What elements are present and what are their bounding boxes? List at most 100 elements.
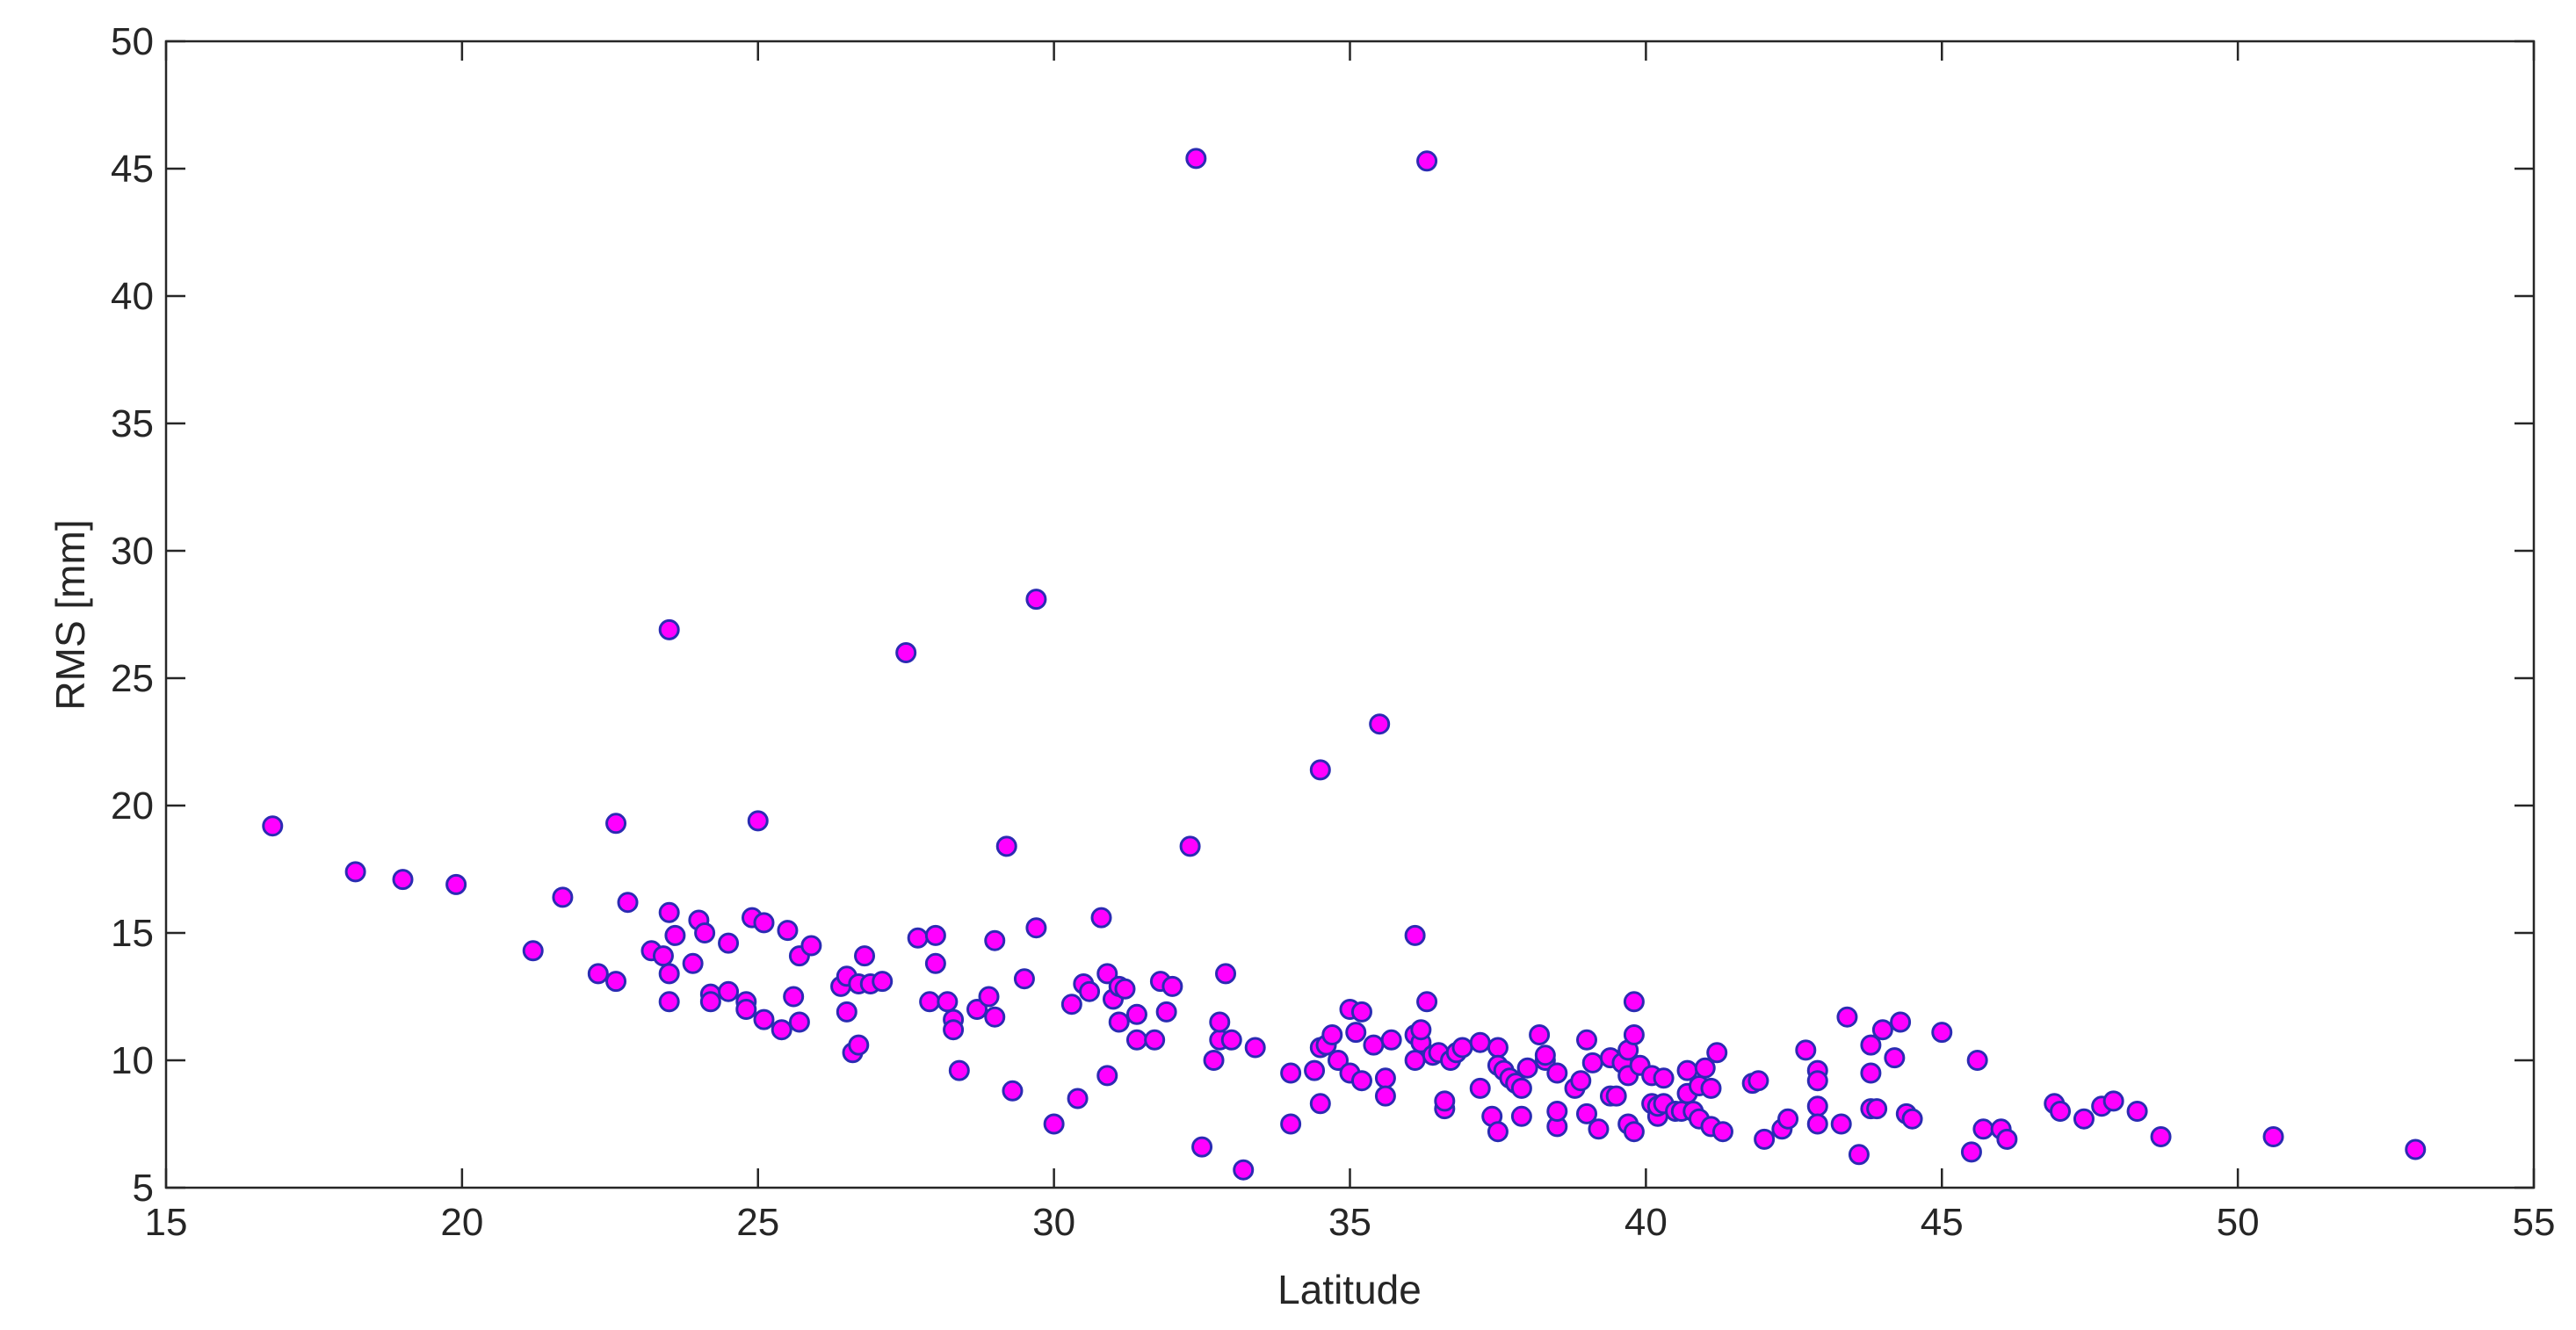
x-tick-label: 35 bbox=[1328, 1201, 1371, 1244]
data-point bbox=[1694, 1057, 1716, 1079]
data-point bbox=[718, 980, 740, 1002]
y-tick-label: 15 bbox=[111, 912, 154, 955]
data-point bbox=[1203, 1050, 1225, 1071]
data-point bbox=[658, 991, 680, 1013]
data-point bbox=[1280, 1113, 1302, 1135]
data-point bbox=[718, 932, 740, 954]
data-point bbox=[2150, 1126, 2172, 1147]
y-tick-label: 45 bbox=[111, 148, 154, 191]
data-point bbox=[658, 901, 680, 923]
data-point bbox=[1090, 907, 1112, 929]
data-point bbox=[1209, 1011, 1231, 1033]
data-point bbox=[1546, 1062, 1568, 1084]
data-point bbox=[658, 618, 680, 640]
data-point bbox=[1416, 150, 1438, 172]
data-point bbox=[1848, 1144, 1870, 1166]
data-point bbox=[1096, 963, 1118, 985]
data-point bbox=[552, 886, 574, 908]
data-point bbox=[1972, 1118, 1994, 1140]
data-point bbox=[836, 1001, 857, 1023]
data-point bbox=[1576, 1029, 1597, 1051]
data-point bbox=[783, 986, 805, 1008]
data-point bbox=[1363, 1034, 1385, 1056]
data-point bbox=[2126, 1101, 2148, 1122]
data-point bbox=[1706, 1042, 1728, 1064]
y-tick-label: 20 bbox=[111, 784, 154, 828]
data-point bbox=[848, 1034, 870, 1056]
data-point bbox=[1321, 1024, 1343, 1045]
data-point bbox=[1623, 1121, 1645, 1143]
data-point bbox=[966, 999, 988, 1020]
data-point bbox=[1581, 1052, 1603, 1073]
data-point bbox=[978, 986, 1000, 1008]
data-point bbox=[1350, 1001, 1372, 1023]
x-tick-label: 50 bbox=[2217, 1201, 2260, 1244]
data-point bbox=[1806, 1113, 1828, 1135]
data-point bbox=[1588, 1118, 1610, 1140]
data-point bbox=[682, 952, 704, 974]
data-point bbox=[1345, 1022, 1367, 1044]
data-point bbox=[1380, 1029, 1402, 1051]
data-point bbox=[1469, 1031, 1491, 1053]
data-point bbox=[937, 991, 959, 1013]
data-point bbox=[1244, 1037, 1266, 1059]
data-point bbox=[747, 810, 769, 832]
data-point bbox=[2050, 1101, 2071, 1122]
data-point bbox=[924, 952, 946, 974]
data-point bbox=[617, 892, 639, 914]
data-point bbox=[1108, 1011, 1130, 1033]
data-point bbox=[1185, 148, 1207, 170]
data-point bbox=[522, 940, 544, 962]
data-point bbox=[1754, 1128, 1776, 1150]
data-point bbox=[1623, 991, 1645, 1013]
data-point bbox=[854, 945, 876, 967]
data-point bbox=[605, 813, 627, 835]
y-axis-label: RMS [mm] bbox=[47, 519, 93, 710]
data-point bbox=[652, 945, 674, 967]
y-tick-label: 35 bbox=[111, 402, 154, 445]
data-point bbox=[1280, 1062, 1302, 1084]
data-point bbox=[753, 912, 775, 934]
data-point bbox=[1806, 1095, 1828, 1117]
data-point bbox=[1777, 1108, 1799, 1130]
data-point bbox=[1350, 1070, 1372, 1092]
data-point bbox=[1304, 1059, 1326, 1081]
x-tick-label: 20 bbox=[440, 1201, 483, 1244]
data-point bbox=[1025, 917, 1047, 939]
data-point bbox=[1653, 1067, 1675, 1089]
data-point bbox=[1374, 1067, 1396, 1089]
data-point bbox=[1510, 1105, 1532, 1127]
y-tick-label: 10 bbox=[111, 1039, 154, 1082]
data-point bbox=[1960, 1141, 1982, 1163]
data-point bbox=[1966, 1050, 1988, 1071]
data-point bbox=[924, 924, 946, 946]
data-point bbox=[895, 642, 917, 663]
x-tick-label: 15 bbox=[145, 1201, 188, 1244]
plot-area-frame bbox=[164, 40, 2536, 1189]
data-point bbox=[943, 1019, 965, 1041]
data-point bbox=[1871, 1019, 1893, 1041]
data-point bbox=[1866, 1098, 1888, 1120]
y-tick-label: 50 bbox=[111, 20, 154, 63]
data-point bbox=[1546, 1101, 1568, 1122]
y-tick-label: 5 bbox=[133, 1167, 154, 1210]
data-point bbox=[1487, 1121, 1509, 1143]
data-point bbox=[1830, 1113, 1852, 1135]
data-point bbox=[1125, 1003, 1147, 1025]
data-point bbox=[392, 869, 414, 891]
data-point bbox=[1404, 1050, 1426, 1071]
data-point bbox=[699, 991, 721, 1013]
data-point bbox=[907, 927, 929, 949]
data-point bbox=[788, 1011, 810, 1033]
data-point bbox=[1901, 1108, 1923, 1130]
data-point bbox=[1469, 1077, 1491, 1099]
data-point bbox=[445, 873, 467, 895]
data-point bbox=[1125, 1029, 1147, 1051]
data-point bbox=[1096, 1065, 1118, 1087]
data-point bbox=[984, 929, 1006, 951]
data-point bbox=[777, 920, 799, 942]
data-point bbox=[1605, 1085, 1627, 1107]
data-point bbox=[872, 971, 894, 993]
data-point bbox=[1451, 1037, 1473, 1059]
data-point bbox=[2405, 1138, 2427, 1160]
